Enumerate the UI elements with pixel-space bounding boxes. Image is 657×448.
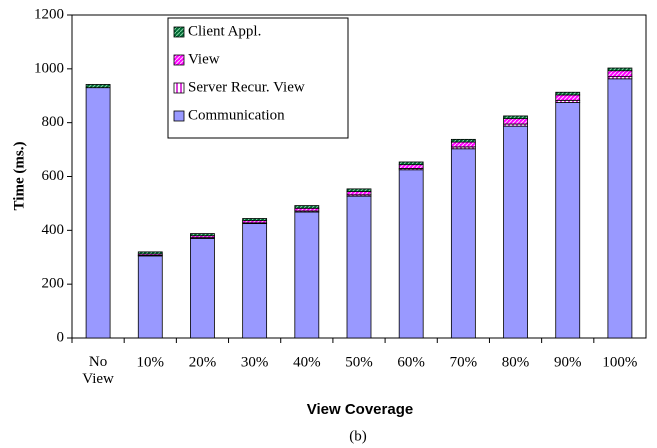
bar-segment [503, 115, 528, 120]
bar-segment [398, 169, 424, 339]
y-tick-label: 1000 [34, 60, 64, 76]
legend-label: Client Appl. [188, 23, 261, 39]
y-tick-label: 0 [57, 329, 65, 345]
bar-segment [607, 78, 633, 339]
bar-segment [346, 191, 372, 196]
y-axis-title: Time (ms.) [11, 142, 27, 211]
bar-segment [242, 223, 268, 339]
x-axis-title: View Coverage [307, 401, 413, 418]
x-tick-label: No View [82, 354, 114, 387]
bar-segment [85, 87, 111, 339]
y-tick-label: 1200 [34, 6, 64, 22]
x-tick-label: 100% [602, 354, 637, 370]
legend-swatch [173, 26, 185, 38]
bar-segment [137, 255, 163, 339]
y-tick-label: 800 [42, 114, 65, 130]
x-tick-label: 80% [502, 354, 530, 370]
bar-segment [242, 218, 268, 222]
caption: (b) [349, 428, 367, 444]
bar-segment [503, 118, 528, 125]
x-tick-label: 90% [554, 354, 582, 370]
bar-segment [346, 188, 372, 192]
bar-segment [398, 161, 424, 166]
x-tick-label: 10% [137, 354, 165, 370]
bar-segment [137, 251, 163, 255]
x-tick-label: 30% [241, 354, 269, 370]
bar-segment [555, 94, 581, 101]
bar-segment [85, 84, 111, 89]
bar-segment [607, 67, 633, 72]
bar-segment [555, 102, 581, 339]
bar-segment [190, 238, 215, 339]
legend-swatch [173, 82, 185, 94]
bar-segment [294, 205, 320, 209]
x-tick-label: 40% [293, 354, 321, 370]
legend-label: Server Recur. View [188, 79, 305, 95]
x-tick-label: 70% [450, 354, 478, 370]
y-tick-label: 400 [42, 222, 65, 238]
legend-box [167, 17, 349, 139]
bar-segment [190, 233, 215, 237]
legend-swatch [173, 110, 185, 122]
bar-segment [450, 148, 476, 339]
legend-swatch [173, 54, 185, 66]
bar-segment [398, 164, 424, 169]
y-tick-label: 200 [42, 276, 65, 292]
x-tick-label: 20% [189, 354, 217, 370]
y-tick-label: 600 [42, 168, 65, 184]
x-tick-label: 50% [345, 354, 373, 370]
bar-segment [294, 207, 320, 212]
bar-segment [294, 211, 320, 339]
bar-segment [450, 138, 476, 143]
bar-segment [555, 91, 581, 96]
bar-segment [607, 70, 633, 78]
legend-label: Communication [188, 107, 285, 123]
bar-segment [503, 125, 528, 339]
bar-segment [346, 195, 372, 339]
x-tick-label: 60% [397, 354, 425, 370]
bar-segment [450, 141, 476, 148]
legend-label: View [188, 51, 220, 67]
